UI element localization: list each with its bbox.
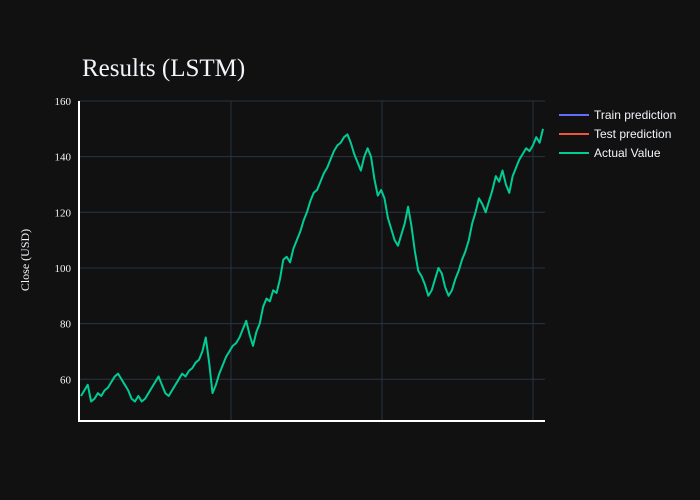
y-tick-label: 100 bbox=[55, 263, 72, 275]
series-layer bbox=[80, 128, 544, 403]
legend-label-train-prediction: Train prediction bbox=[594, 108, 676, 122]
y-tick-label: 140 bbox=[55, 152, 72, 164]
series-line-actual-value bbox=[80, 128, 544, 403]
chart-title: Results (LSTM) bbox=[82, 55, 245, 82]
y-tick-label: 120 bbox=[55, 207, 72, 219]
axis-layer bbox=[78, 101, 545, 422]
y-tick-label: 160 bbox=[55, 96, 72, 108]
legend-label-test-prediction: Test prediction bbox=[594, 127, 671, 141]
y-tick-label: 80 bbox=[60, 319, 72, 331]
y-tick-labels: 60 80 100 120 140 160 bbox=[55, 96, 72, 386]
legend-label-actual-value: Actual Value bbox=[594, 146, 661, 160]
y-axis-label: Close (USD) bbox=[18, 229, 32, 291]
legend: Train prediction Test prediction Actual Va… bbox=[559, 108, 676, 160]
y-tick-label: 60 bbox=[60, 374, 72, 386]
